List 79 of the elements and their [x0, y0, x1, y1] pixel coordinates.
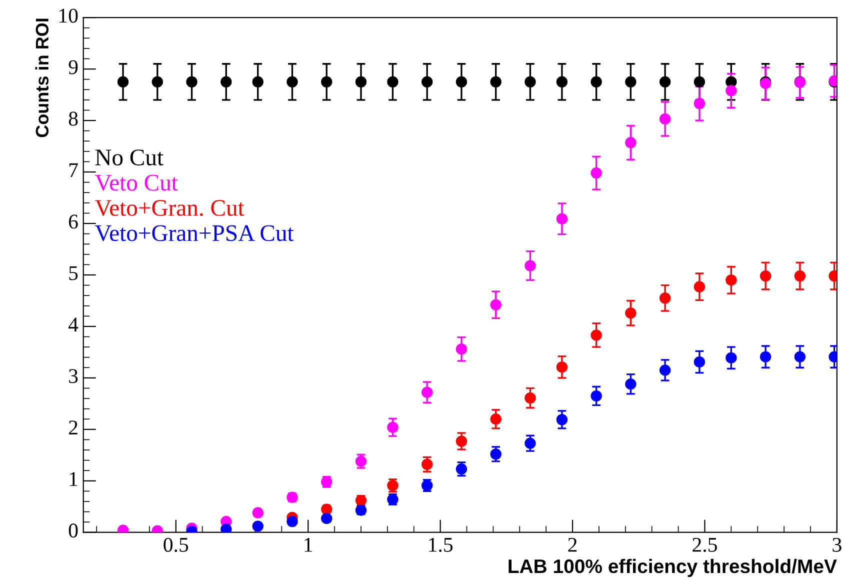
point	[220, 76, 232, 88]
point	[625, 378, 636, 390]
x-tick-label: 0.5	[164, 538, 188, 552]
text: Veto+Gran. Cut	[94, 200, 244, 216]
point	[152, 76, 163, 88]
y-tick-label: 5	[69, 266, 78, 280]
text: Veto+Gran+PSA Cut	[94, 225, 294, 242]
point	[694, 356, 706, 368]
point	[760, 351, 772, 362]
point	[556, 76, 568, 88]
point	[490, 299, 502, 310]
point	[726, 352, 737, 364]
y-tick-label: 0	[68, 524, 78, 538]
point	[456, 76, 468, 88]
point	[421, 386, 433, 398]
point	[186, 76, 198, 88]
point	[524, 76, 536, 88]
point	[286, 516, 298, 528]
x-tick-label: 1	[304, 538, 312, 552]
point	[694, 281, 706, 292]
point	[524, 438, 536, 449]
point	[286, 76, 298, 88]
point	[456, 343, 468, 355]
point	[659, 364, 671, 376]
point	[252, 76, 264, 88]
text: Veto Cut	[94, 174, 178, 191]
point	[625, 137, 636, 148]
x-tick-label: 1.5	[429, 538, 453, 552]
point	[794, 351, 806, 362]
point	[659, 113, 671, 125]
y-tick-label: 3	[69, 369, 78, 384]
point	[524, 260, 536, 272]
point	[321, 76, 332, 88]
point	[456, 436, 468, 447]
point	[590, 167, 602, 179]
point	[694, 98, 706, 110]
point	[524, 392, 536, 404]
point	[490, 448, 502, 460]
point	[490, 76, 502, 88]
point	[726, 85, 737, 96]
point	[387, 422, 398, 433]
y-tick-label: 8	[68, 112, 78, 126]
point	[355, 76, 367, 88]
point	[659, 76, 671, 88]
point	[421, 76, 433, 88]
y-tick-label: 2	[68, 420, 78, 434]
point	[726, 274, 737, 286]
y-tick-label: 9	[68, 60, 78, 74]
x-tick-label: 3	[832, 538, 842, 552]
y-tick-label: 7	[69, 163, 78, 177]
point	[321, 512, 332, 524]
point	[590, 76, 602, 88]
x-tick-label: 2.5	[692, 538, 717, 552]
y-tick-label: 4	[68, 318, 78, 332]
y-tick-label: 6	[68, 214, 78, 229]
point	[760, 270, 772, 282]
point	[252, 520, 264, 532]
point	[659, 292, 671, 304]
point	[590, 330, 602, 341]
point	[590, 390, 602, 402]
point	[794, 270, 806, 282]
point	[252, 507, 264, 518]
point	[421, 458, 433, 470]
point	[556, 213, 568, 224]
point	[220, 524, 232, 532]
point	[694, 76, 706, 88]
point	[556, 361, 568, 373]
point	[117, 76, 129, 88]
point	[625, 76, 636, 88]
point	[556, 414, 568, 426]
x-axis-title: LAB 100% efficiency threshold/MeV	[508, 558, 837, 578]
text: No Cut	[95, 150, 164, 166]
y-axis-title: Counts in ROI	[35, 18, 49, 138]
y-tick-label: 1	[70, 472, 78, 486]
point	[387, 76, 398, 88]
x-tick-label: 2	[568, 538, 577, 552]
point	[490, 413, 502, 425]
y-tick-label: 10	[59, 8, 78, 23]
point	[625, 307, 636, 319]
